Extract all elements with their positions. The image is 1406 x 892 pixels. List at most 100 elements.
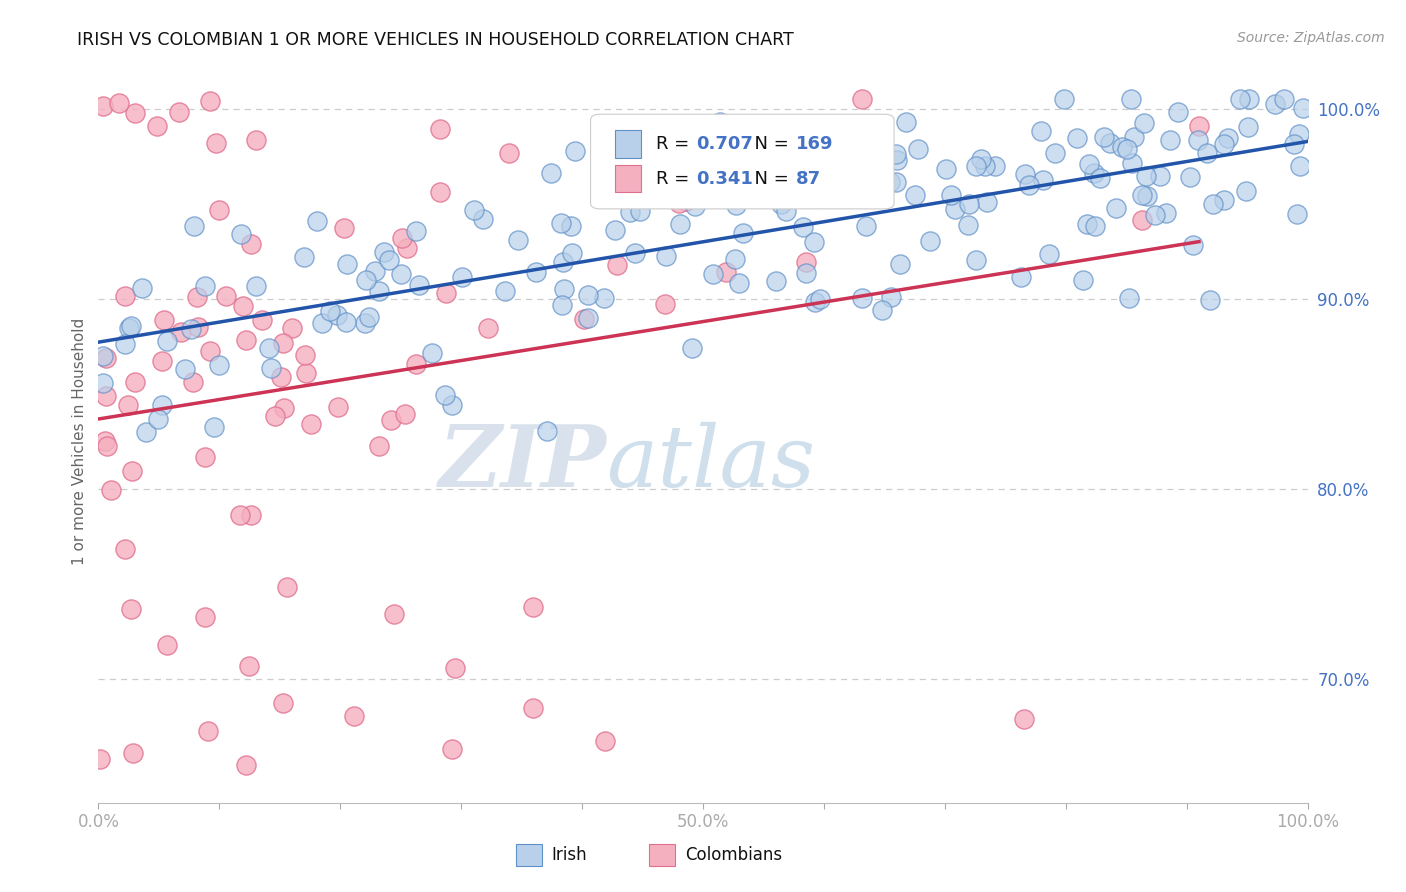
Point	[91, 349, 114, 363]
Point	[884, 174, 907, 188]
Point	[1043, 146, 1066, 161]
Point	[240, 236, 263, 251]
Point	[1111, 140, 1133, 154]
Point	[851, 291, 873, 305]
Point	[364, 264, 387, 278]
Text: 87: 87	[796, 169, 821, 187]
Point	[1119, 92, 1142, 106]
Point	[131, 281, 153, 295]
Point	[983, 160, 1005, 174]
Point	[441, 398, 464, 412]
Point	[1092, 130, 1115, 145]
Point	[208, 202, 231, 217]
Point	[1237, 92, 1260, 106]
Point	[1098, 136, 1121, 151]
Point	[228, 508, 250, 523]
Point	[681, 341, 703, 355]
Point	[194, 279, 217, 293]
Point	[765, 274, 787, 288]
Bar	[516, 844, 543, 865]
Point	[576, 311, 599, 326]
Point	[108, 96, 131, 111]
Point	[935, 161, 957, 176]
Point	[208, 358, 231, 372]
Point	[550, 216, 572, 230]
Text: Colombians: Colombians	[685, 846, 782, 863]
Point	[1130, 213, 1153, 227]
Point	[332, 220, 354, 235]
Point	[271, 336, 294, 351]
Point	[576, 288, 599, 302]
Point	[186, 290, 208, 304]
Point	[920, 234, 942, 248]
Point	[807, 191, 830, 205]
Point	[770, 197, 793, 211]
Point	[434, 285, 457, 300]
Point	[614, 184, 637, 198]
Point	[1066, 131, 1088, 145]
Point	[150, 398, 173, 412]
Point	[1010, 270, 1032, 285]
Point	[524, 265, 547, 279]
Point	[1031, 124, 1053, 138]
Point	[305, 214, 328, 228]
Point	[368, 284, 391, 298]
Point	[270, 370, 292, 384]
Point	[536, 424, 558, 438]
Point	[117, 398, 139, 412]
Point	[1187, 133, 1209, 147]
Text: N =: N =	[742, 135, 794, 153]
Point	[429, 185, 451, 199]
Point	[343, 708, 366, 723]
Point	[433, 388, 456, 402]
Point	[121, 746, 143, 760]
Point	[389, 267, 412, 281]
Point	[276, 580, 298, 594]
Point	[673, 141, 696, 155]
Point	[124, 105, 146, 120]
Point	[146, 411, 169, 425]
Point	[725, 198, 748, 212]
Point	[766, 185, 789, 199]
Point	[1104, 201, 1126, 215]
Point	[974, 159, 997, 173]
Point	[803, 235, 825, 250]
Point	[1229, 92, 1251, 106]
Point	[118, 321, 141, 335]
Point	[1149, 169, 1171, 183]
Point	[1121, 156, 1143, 170]
Point	[100, 483, 122, 497]
Point	[395, 241, 418, 255]
Point	[1135, 169, 1157, 183]
Point	[879, 175, 901, 189]
Point	[865, 185, 887, 199]
Y-axis label: 1 or more Vehicles in Household: 1 or more Vehicles in Household	[72, 318, 87, 566]
Point	[1078, 156, 1101, 170]
Point	[252, 313, 274, 327]
Point	[1144, 208, 1167, 222]
Point	[114, 289, 136, 303]
Point	[326, 308, 349, 322]
Point	[114, 541, 136, 556]
Text: Source: ZipAtlas.com: Source: ZipAtlas.com	[1237, 31, 1385, 45]
Point	[444, 661, 467, 675]
Point	[593, 734, 616, 748]
Point	[939, 188, 962, 202]
Point	[373, 244, 395, 259]
Point	[146, 119, 169, 133]
Point	[124, 375, 146, 389]
Point	[624, 246, 647, 260]
Point	[1118, 292, 1140, 306]
Point	[450, 270, 472, 285]
Point	[326, 400, 349, 414]
Point	[965, 252, 987, 267]
Point	[714, 265, 737, 279]
Point	[240, 508, 263, 523]
Point	[606, 258, 628, 272]
Text: Irish: Irish	[551, 846, 588, 863]
Point	[621, 186, 644, 201]
Point	[114, 336, 136, 351]
Point	[540, 166, 562, 180]
Point	[564, 144, 586, 158]
Point	[336, 257, 359, 271]
